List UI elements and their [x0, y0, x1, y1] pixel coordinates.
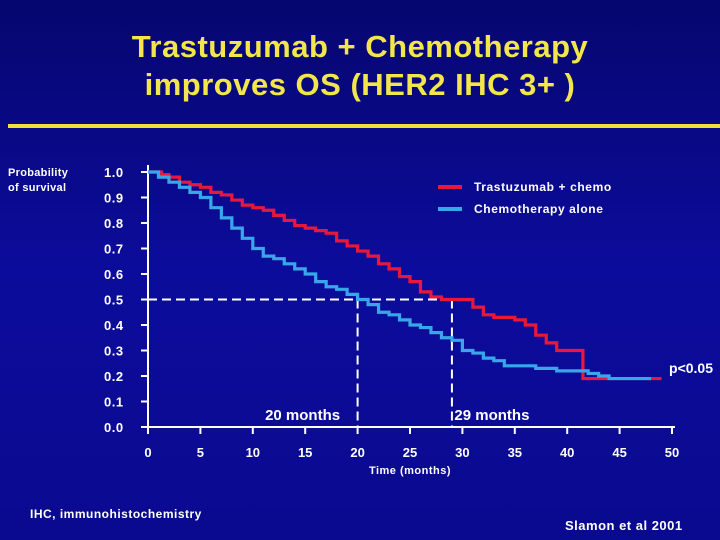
- footnote: IHC, immunohistochemistry: [30, 507, 202, 521]
- x-tick-label: 35: [508, 445, 522, 460]
- median-label: 29 months: [454, 407, 529, 424]
- y-tick-label: 0.4: [104, 318, 124, 333]
- x-tick-label: 0: [144, 445, 151, 460]
- y-tick-label: 0.5: [104, 293, 124, 308]
- series-line-chemo: [148, 170, 652, 381]
- p-value-annotation: p<0.05: [669, 360, 713, 376]
- y-tick-label: 0.2: [104, 369, 124, 384]
- y-tick-label: 0.8: [104, 216, 124, 231]
- y-tick-label: 0.1: [104, 395, 124, 410]
- y-tick-label: 0.0: [104, 420, 124, 435]
- y-tick-label: 0.6: [104, 267, 124, 282]
- median-label: 20 months: [265, 407, 340, 424]
- legend-label: Trastuzumab + chemo: [474, 180, 612, 194]
- y-tick-label: 0.9: [104, 191, 124, 206]
- x-tick-label: 25: [403, 445, 417, 460]
- y-tick-label: 1.0: [104, 165, 124, 180]
- x-tick-label: 10: [246, 445, 260, 460]
- title-line-2: improves OS (HER2 IHC 3+ ): [144, 67, 576, 102]
- title-line-1: Trastuzumab + Chemotherapy: [131, 29, 589, 64]
- x-tick-label: 15: [298, 445, 312, 460]
- x-tick-label: 5: [197, 445, 204, 460]
- y-axis-label: Probability of survival: [8, 167, 69, 194]
- x-tick-label: 50: [665, 445, 679, 460]
- x-axis-label: Time (months): [369, 465, 451, 477]
- y-tick-label: 0.3: [104, 344, 124, 359]
- legend-label: Chemotherapy alone: [474, 202, 604, 216]
- y-tick-label: 0.7: [104, 242, 124, 257]
- x-tick-label: 40: [560, 445, 574, 460]
- title-divider: [8, 124, 720, 128]
- x-tick-label: 20: [350, 445, 364, 460]
- slide-title: Trastuzumab + Chemotherapy improves OS (…: [0, 28, 720, 104]
- x-tick-label: 45: [612, 445, 626, 460]
- series-line-trastuzumab: [148, 170, 662, 381]
- x-tick-label: 30: [455, 445, 469, 460]
- citation: Slamon et al 2001: [565, 518, 683, 533]
